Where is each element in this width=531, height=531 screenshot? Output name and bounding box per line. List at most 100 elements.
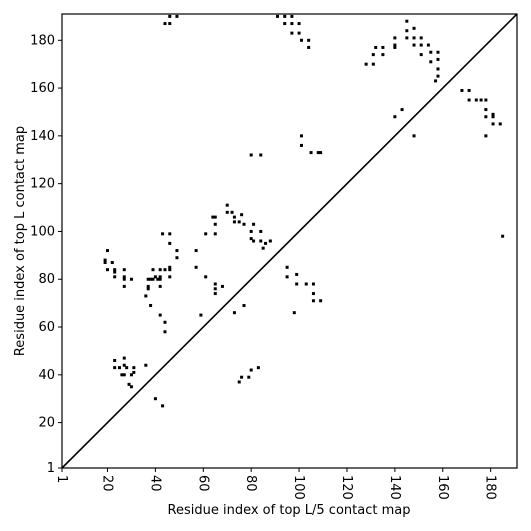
contact-point <box>491 112 495 116</box>
contact-point <box>113 358 117 362</box>
contact-point <box>436 67 440 71</box>
contact-point <box>467 88 471 92</box>
contact-point <box>319 299 323 303</box>
contact-point <box>242 304 246 308</box>
contact-point <box>168 265 172 269</box>
contact-point <box>232 215 236 219</box>
contact-point <box>393 115 397 119</box>
contact-point <box>247 375 251 379</box>
contact-point <box>491 115 495 119</box>
contact-point <box>122 268 126 272</box>
contact-point <box>168 22 172 26</box>
contact-point <box>122 277 126 281</box>
contact-point <box>225 203 229 207</box>
contact-point <box>426 43 430 47</box>
contact-point <box>309 151 313 155</box>
contact-point <box>146 284 150 288</box>
contact-point <box>113 275 117 279</box>
contact-point <box>146 287 150 291</box>
contact-point <box>436 74 440 78</box>
contact-point <box>319 151 323 155</box>
contact-point <box>285 265 289 269</box>
contact-point <box>213 215 217 219</box>
contact-point <box>295 272 299 276</box>
contact-point <box>144 363 148 367</box>
contact-point <box>242 222 246 226</box>
contact-point <box>419 43 423 47</box>
contact-point <box>120 373 124 377</box>
contact-point <box>158 277 162 281</box>
contact-point <box>194 249 198 253</box>
contact-point <box>405 36 409 40</box>
contact-point <box>393 36 397 40</box>
contact-point <box>311 299 315 303</box>
contact-point <box>501 234 505 238</box>
contact-point <box>299 38 303 42</box>
contact-point <box>283 22 287 26</box>
contact-point <box>276 14 280 18</box>
contact-point <box>175 249 179 253</box>
contact-point <box>237 380 241 384</box>
contact-point <box>364 62 368 66</box>
contact-point <box>158 268 162 272</box>
x-tick-label: 140 <box>387 475 402 500</box>
diagonal <box>61 13 518 469</box>
contact-point <box>412 26 416 30</box>
contact-point <box>405 19 409 23</box>
contact-point <box>252 222 256 226</box>
contact-point <box>122 284 126 288</box>
contact-point <box>149 277 153 281</box>
contact-point <box>163 320 167 324</box>
contact-point <box>125 366 129 370</box>
contact-point <box>232 311 236 315</box>
x-tick-label: 100 <box>291 475 306 500</box>
contact-point <box>295 282 299 286</box>
contact-point <box>290 22 294 26</box>
contact-point <box>237 220 241 224</box>
contact-point <box>429 50 433 54</box>
contact-point <box>117 366 121 370</box>
contact-point <box>153 275 157 279</box>
contact-point <box>151 268 155 272</box>
y-tick-label: 1 <box>47 461 55 476</box>
contact-point <box>153 397 157 401</box>
contact-point <box>311 292 315 296</box>
contact-point <box>168 232 172 236</box>
contact-point <box>259 153 263 157</box>
contact-point <box>151 277 155 281</box>
contact-point <box>213 292 217 296</box>
contact-point <box>199 313 203 317</box>
contact-point <box>194 265 198 269</box>
contact-point <box>122 363 126 367</box>
y-tick-label: 80 <box>38 272 55 287</box>
contact-point <box>412 43 416 47</box>
contact-point <box>129 277 133 281</box>
x-tick-label: 1 <box>54 475 69 483</box>
y-tick-label: 100 <box>30 224 55 239</box>
contact-point <box>122 275 126 279</box>
contact-point <box>163 268 167 272</box>
contact-point <box>213 287 217 291</box>
y-tick-label: 160 <box>30 81 55 96</box>
contact-point <box>479 98 483 102</box>
x-tick-label: 60 <box>195 475 210 492</box>
contact-point <box>381 45 385 49</box>
contact-point <box>232 220 236 224</box>
contact-point <box>311 282 315 286</box>
contact-point <box>412 36 416 40</box>
contact-point <box>158 284 162 288</box>
contact-point <box>467 98 471 102</box>
contact-point <box>230 210 234 214</box>
contact-point <box>474 98 478 102</box>
contact-point <box>132 366 136 370</box>
contact-point <box>249 368 253 372</box>
contact-point <box>168 268 172 272</box>
contact-point <box>290 31 294 35</box>
contact-point <box>436 50 440 54</box>
contact-point <box>122 356 126 360</box>
contact-point <box>261 246 265 250</box>
contact-point <box>113 366 117 370</box>
contact-point <box>156 277 160 281</box>
contact-point <box>161 232 165 236</box>
contact-point <box>419 53 423 57</box>
